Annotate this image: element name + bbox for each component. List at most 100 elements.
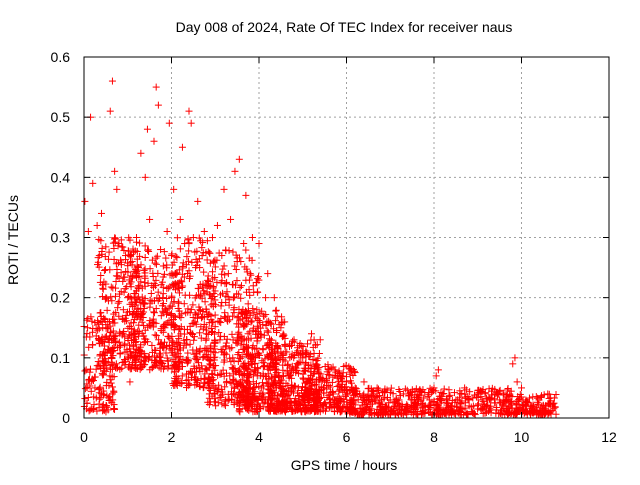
data-point <box>111 292 119 300</box>
data-point <box>219 366 227 374</box>
data-point <box>173 254 181 262</box>
data-point <box>146 303 154 311</box>
data-point <box>125 247 133 255</box>
data-point <box>108 297 116 305</box>
data-point <box>87 313 95 321</box>
data-point <box>94 334 102 342</box>
data-point <box>97 272 105 280</box>
data-point <box>173 234 181 242</box>
data-point <box>157 339 165 347</box>
data-point <box>91 373 99 381</box>
data-point <box>170 362 178 370</box>
data-point <box>272 307 280 315</box>
data-point <box>229 294 237 302</box>
data-point <box>198 294 206 302</box>
data-point <box>117 269 125 277</box>
data-point <box>200 268 208 276</box>
data-point <box>120 273 128 281</box>
data-point <box>248 234 256 241</box>
data-point <box>103 294 111 302</box>
data-point <box>103 306 111 314</box>
data-point <box>158 359 166 367</box>
data-point <box>131 247 139 255</box>
data-point <box>100 358 108 366</box>
data-point <box>94 319 102 327</box>
data-point <box>217 302 225 310</box>
data-point <box>253 275 261 283</box>
data-point <box>169 280 177 288</box>
data-point <box>170 313 178 321</box>
data-point <box>217 332 225 340</box>
data-point <box>264 270 272 278</box>
data-point <box>119 315 127 323</box>
data-point <box>151 352 159 360</box>
data-point <box>111 235 119 243</box>
data-point <box>96 278 104 286</box>
data-point <box>111 167 119 175</box>
data-point <box>168 302 176 310</box>
data-point <box>133 255 141 263</box>
data-point <box>202 323 210 331</box>
data-point <box>81 385 89 393</box>
data-point <box>247 271 255 279</box>
data-point <box>154 101 162 109</box>
data-point <box>110 310 118 318</box>
data-point <box>85 376 93 384</box>
data-point <box>186 322 194 330</box>
data-point <box>134 327 142 335</box>
data-point <box>130 352 138 360</box>
data-point <box>93 221 101 229</box>
data-point <box>216 318 224 326</box>
data-point <box>97 365 105 373</box>
data-point <box>157 281 165 289</box>
chart-title: Day 008 of 2024, Rate Of TEC Index for r… <box>176 19 513 35</box>
data-point <box>143 125 151 133</box>
data-point <box>84 227 92 235</box>
data-point <box>144 323 152 331</box>
data-point <box>112 277 120 285</box>
y-tick-label: 0.2 <box>51 290 71 306</box>
data-point <box>184 235 192 243</box>
data-point <box>185 107 193 115</box>
data-point <box>103 392 111 400</box>
data-point <box>102 280 110 288</box>
data-point <box>179 259 187 267</box>
data-point <box>95 235 103 243</box>
data-point <box>162 349 170 357</box>
data-point <box>185 247 193 255</box>
data-point <box>97 312 105 320</box>
data-point <box>181 240 189 248</box>
data-point <box>120 288 128 296</box>
data-point <box>184 349 192 357</box>
data-point <box>140 266 148 274</box>
data-point <box>211 323 219 331</box>
data-point <box>115 274 123 282</box>
data-point <box>107 379 115 387</box>
data-point <box>198 244 206 252</box>
data-point <box>208 234 216 242</box>
data-point <box>124 268 132 276</box>
data-point <box>150 137 158 145</box>
data-point <box>95 325 103 333</box>
data-point <box>148 356 156 364</box>
data-point <box>229 248 237 256</box>
data-point <box>107 283 115 291</box>
data-point <box>179 262 187 270</box>
data-point <box>114 299 122 307</box>
data-point <box>172 361 180 369</box>
data-point <box>95 386 103 394</box>
data-point <box>141 254 149 262</box>
data-point <box>150 362 158 370</box>
data-point <box>148 363 156 371</box>
data-point <box>203 330 210 338</box>
data-point <box>150 319 158 327</box>
data-point <box>108 360 116 368</box>
data-point <box>89 179 97 187</box>
data-point <box>163 284 171 292</box>
data-point <box>187 306 195 314</box>
data-point <box>93 407 101 415</box>
data-point <box>169 356 177 364</box>
data-point <box>255 240 263 248</box>
data-point <box>125 276 133 284</box>
data-point <box>162 254 170 262</box>
